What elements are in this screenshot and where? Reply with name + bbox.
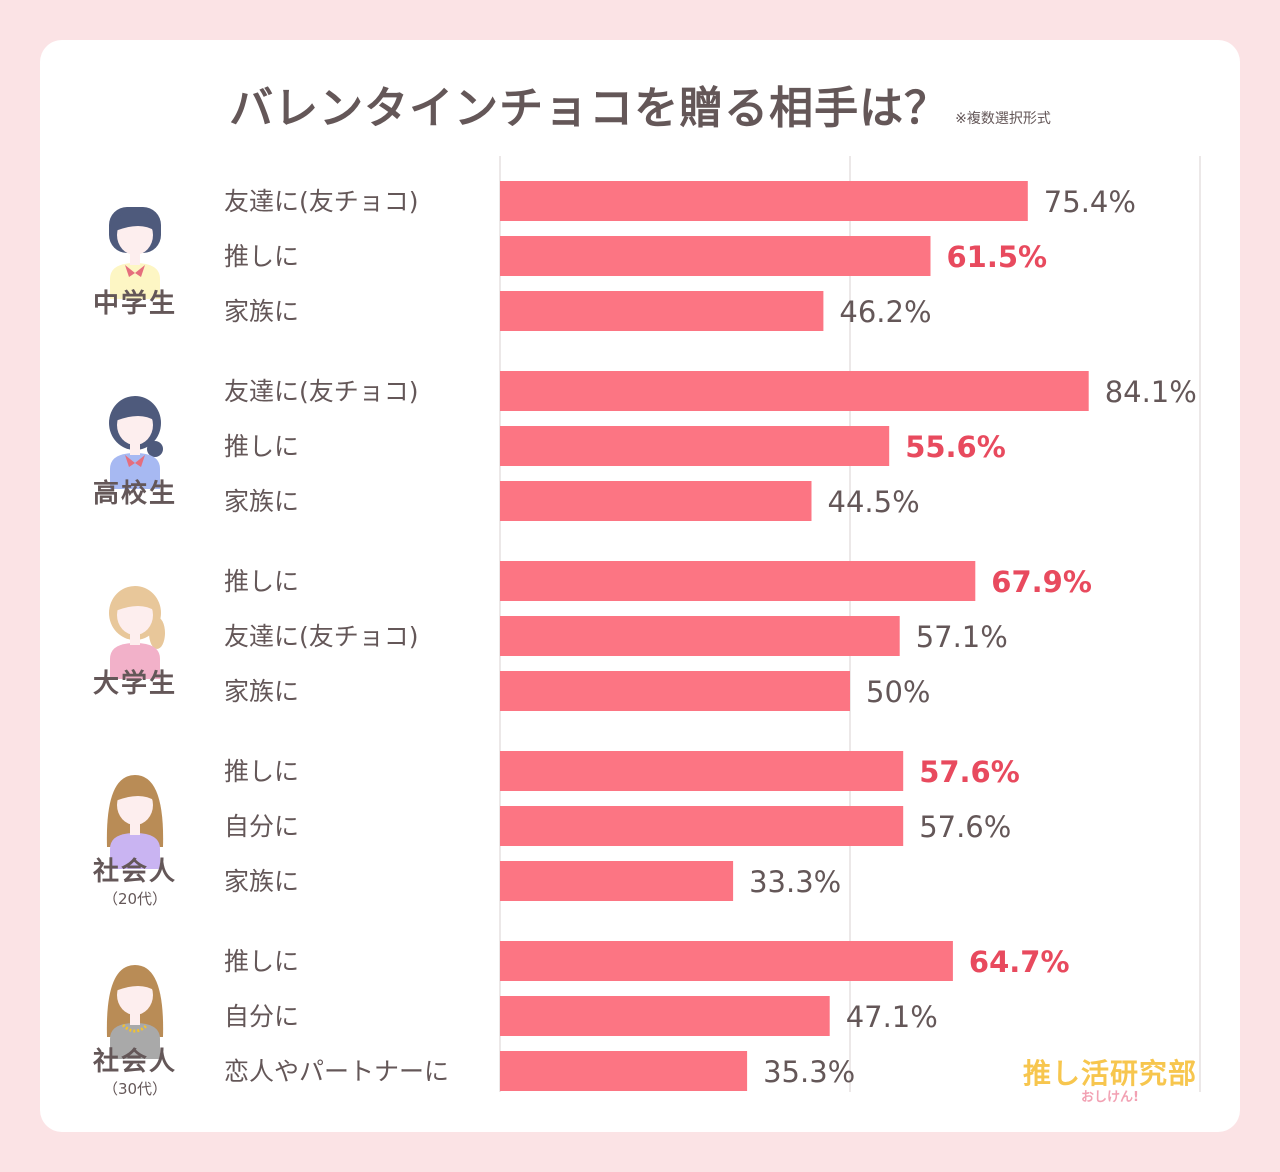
value-label: 75.4% xyxy=(1044,185,1136,219)
value-label: 61.5% xyxy=(947,240,1048,274)
value-label: 35.3% xyxy=(763,1055,855,1089)
college-student-icon xyxy=(109,586,165,679)
group-label: 大学生 xyxy=(65,663,205,700)
logo-name: 推し活研究部 xyxy=(1022,1057,1197,1090)
title-note: ※複数選択形式 xyxy=(955,111,1051,127)
bar xyxy=(500,806,904,846)
value-label: 50% xyxy=(866,675,930,709)
category-label: 友達に(友チョコ) xyxy=(224,187,419,216)
category-label: 自分に xyxy=(224,812,299,841)
group-label-sub: （30代） xyxy=(102,1080,168,1098)
worker-20s-icon xyxy=(106,775,164,869)
brand-logo: 推し活研究部 おしけん! xyxy=(1015,1058,1205,1106)
group-label-sub: （20代） xyxy=(102,890,168,908)
logo-sub: おしけん! xyxy=(1081,1090,1139,1105)
category-label: 推しに xyxy=(224,567,299,596)
value-label: 46.2% xyxy=(839,295,931,329)
bar xyxy=(500,861,734,901)
value-label: 33.3% xyxy=(749,865,841,899)
group-label-main: 高校生 xyxy=(92,479,177,509)
value-label: 44.5% xyxy=(828,485,920,519)
group-label: 中学生 xyxy=(65,283,205,320)
value-label: 57.6% xyxy=(919,810,1011,844)
bar xyxy=(500,941,953,981)
group-label: 社会人 （20代） xyxy=(65,851,205,909)
group-label: 社会人 （30代） xyxy=(65,1041,205,1099)
bar xyxy=(500,1051,748,1091)
bar xyxy=(500,291,824,331)
category-label: 推しに xyxy=(224,757,299,786)
value-label: 84.1% xyxy=(1105,375,1197,409)
bar xyxy=(500,481,812,521)
category-label: 友達に(友チョコ) xyxy=(224,622,419,651)
category-label: 友達に(友チョコ) xyxy=(224,377,419,406)
high-school-girl-icon xyxy=(109,396,163,489)
bar xyxy=(500,371,1089,411)
value-label: 47.1% xyxy=(846,1000,938,1034)
value-label: 57.6% xyxy=(919,755,1020,789)
group-label-main: 大学生 xyxy=(92,669,177,699)
bar xyxy=(500,236,931,276)
chart-title: バレンタインチョコを贈る相手は？ xyxy=(229,83,950,134)
bar xyxy=(500,181,1028,221)
value-label: 64.7% xyxy=(969,945,1070,979)
category-label: 家族に xyxy=(224,487,299,516)
worker-30s-icon xyxy=(106,965,164,1059)
bar xyxy=(500,426,890,466)
bar xyxy=(500,751,904,791)
group-label-main: 中学生 xyxy=(92,289,177,319)
bar xyxy=(500,616,900,656)
bar xyxy=(500,996,830,1036)
category-label: 家族に xyxy=(224,297,299,326)
value-label: 67.9% xyxy=(991,565,1092,599)
group-label-main: 社会人 xyxy=(92,1047,177,1077)
bar xyxy=(500,671,850,711)
category-label: 推しに xyxy=(224,947,299,976)
category-label: 自分に xyxy=(224,1002,299,1031)
category-label: 家族に xyxy=(224,677,299,706)
category-label: 推しに xyxy=(224,242,299,271)
middle-school-girl-icon xyxy=(109,207,161,299)
bar xyxy=(500,561,976,601)
value-label: 55.6% xyxy=(905,430,1006,464)
category-label: 恋人やパートナーに xyxy=(224,1057,449,1086)
chart-title-area: バレンタインチョコを贈る相手は？ ※複数選択形式 xyxy=(0,72,1280,136)
group-label: 高校生 xyxy=(65,473,205,510)
value-label: 57.1% xyxy=(916,620,1008,654)
category-label: 家族に xyxy=(224,867,299,896)
group-label-main: 社会人 xyxy=(92,857,177,887)
category-label: 推しに xyxy=(224,432,299,461)
